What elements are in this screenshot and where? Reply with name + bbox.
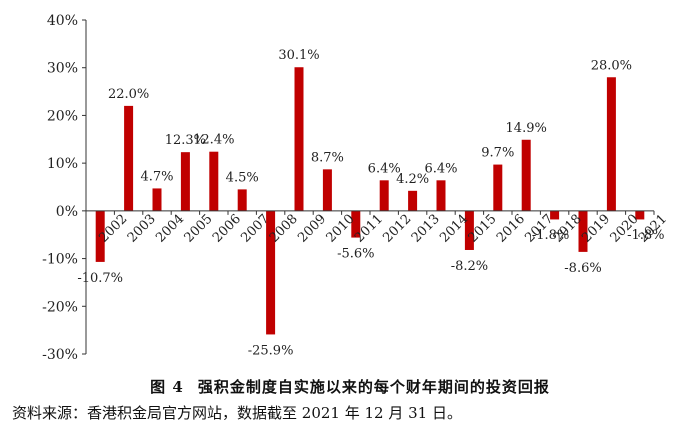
figure-caption: 图 4 强积金制度自实施以来的每个财年期间的投资回报 xyxy=(0,376,700,397)
bar-2020 xyxy=(606,77,616,211)
bar-2006 xyxy=(209,151,219,211)
bar-2010 xyxy=(322,169,332,211)
value-label-2021: -1.8% xyxy=(627,228,664,243)
value-label-2009: 30.1% xyxy=(278,48,319,63)
y-tick-label: -10% xyxy=(42,252,78,268)
bar-2009 xyxy=(294,67,304,211)
value-label-2005: 12.3% xyxy=(165,133,206,148)
y-tick-label: 0% xyxy=(56,204,78,220)
x-tick-label-2003: 2003 xyxy=(125,212,159,246)
y-tick-label: -20% xyxy=(42,299,78,315)
value-label-2011: -5.6% xyxy=(337,247,374,262)
x-tick-label-2016: 2016 xyxy=(494,212,528,246)
y-tick-label: 30% xyxy=(47,61,78,77)
value-labels: -10.7% 22.0% 4.7% 12.3%12.4% 4.5% -25.9% 30.1%… xyxy=(77,48,664,358)
value-label-2019: -8.6% xyxy=(564,261,601,276)
bar-2004 xyxy=(152,188,162,211)
x-tick-label-2013: 2013 xyxy=(409,212,443,246)
value-label-2020: 28.0% xyxy=(591,58,632,73)
y-tick-label: 10% xyxy=(47,156,78,172)
x-tick-label-2006: 2006 xyxy=(210,212,244,246)
source-note: 资料来源：香港积金局官方网站，数据截至 2021 年 12 月 31 日。 xyxy=(12,404,462,422)
value-label-2002: -10.7% xyxy=(77,271,123,286)
bar-2003 xyxy=(124,105,134,211)
bar-2002 xyxy=(95,210,105,262)
y-tick-label: 20% xyxy=(47,108,78,124)
x-tick-label-2012: 2012 xyxy=(380,212,414,246)
value-label-2013: 4.2% xyxy=(396,172,429,187)
bar-2012 xyxy=(379,180,389,211)
value-label-2003: 22.0% xyxy=(108,87,149,102)
x-tick-label-2009: 2009 xyxy=(295,212,329,246)
value-label-2010: 8.7% xyxy=(311,150,344,165)
zero-line xyxy=(85,210,655,215)
bar-2007 xyxy=(237,189,247,211)
bar-2016 xyxy=(493,164,503,211)
value-label-2006: 12.4% xyxy=(193,133,234,148)
bar-2013 xyxy=(408,190,418,211)
bar-2021 xyxy=(635,210,645,220)
value-label-2015: -8.2% xyxy=(451,259,488,274)
x-tick-label-2004: 2004 xyxy=(153,212,187,246)
value-label-2014: 6.4% xyxy=(424,161,457,176)
bar-2019 xyxy=(578,210,588,252)
value-label-2004: 4.7% xyxy=(140,169,173,184)
bar-2011 xyxy=(351,210,361,238)
y-axis: -30% -20% -10% 0% 10% 20% 30% 40% xyxy=(42,13,87,363)
figure-title: 强积金制度自实施以来的每个财年期间的投资回报 xyxy=(197,378,550,396)
x-tick-label-2005: 2005 xyxy=(182,212,216,246)
figure-number: 图 4 xyxy=(150,378,184,396)
value-label-2018: -1.8% xyxy=(532,228,569,243)
bars xyxy=(95,67,645,335)
value-label-2007: 4.5% xyxy=(226,170,259,185)
value-label-2012: 6.4% xyxy=(368,161,401,176)
y-tick-label: -30% xyxy=(42,347,78,363)
y-tick-label: 40% xyxy=(47,13,78,29)
bar-2015 xyxy=(464,210,474,250)
bar-2017 xyxy=(521,139,531,211)
bar-2018 xyxy=(550,210,560,220)
bar-2014 xyxy=(436,180,446,211)
bar-2008 xyxy=(266,210,276,335)
value-label-2008: -25.9% xyxy=(248,343,294,358)
value-label-2017: 14.9% xyxy=(506,121,547,136)
bar-2005 xyxy=(180,152,190,211)
value-label-2016: 9.7% xyxy=(481,146,514,161)
